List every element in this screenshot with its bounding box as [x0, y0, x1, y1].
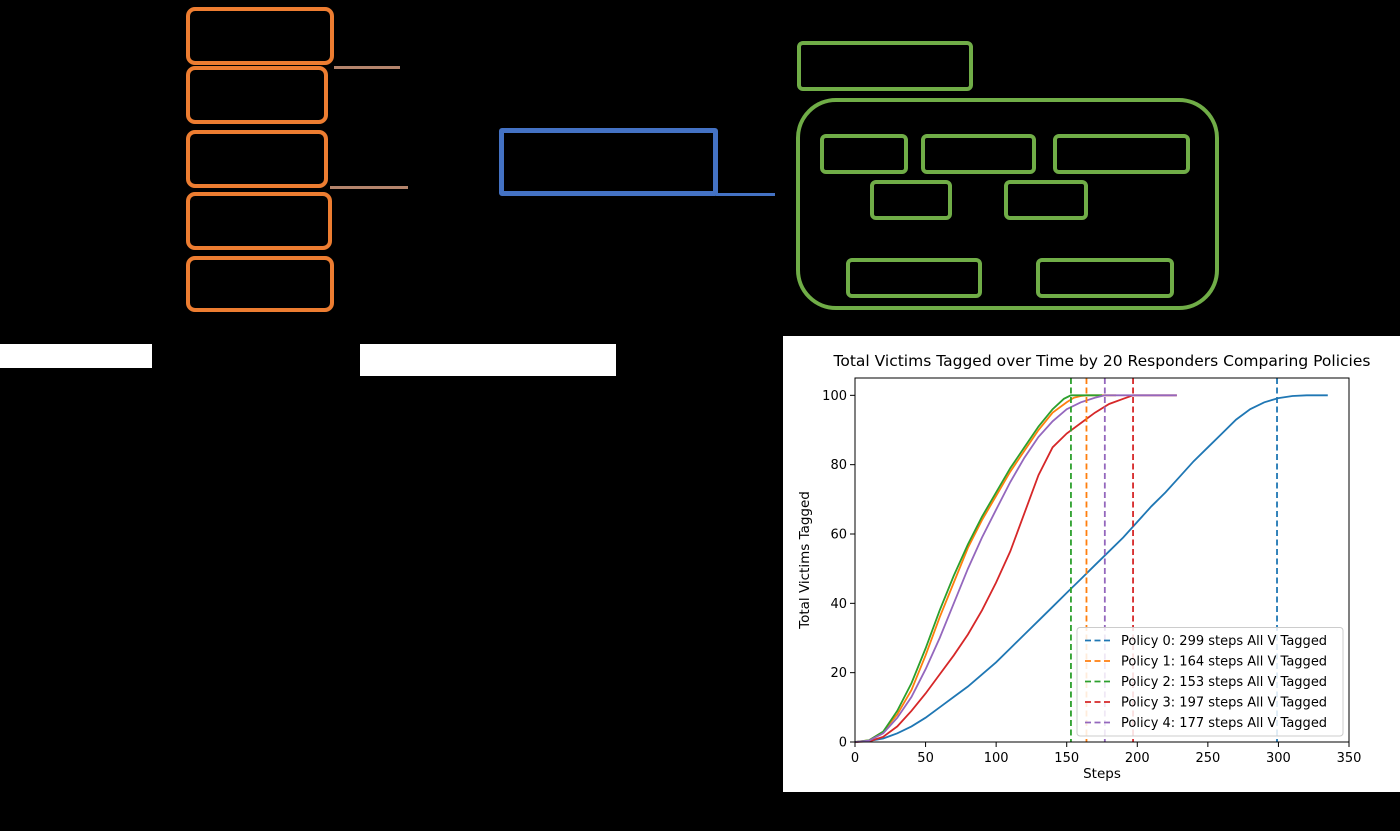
chart-svg: Total Victims Tagged over Time by 20 Res…	[797, 352, 1371, 782]
y-tick-label-2: 40	[830, 597, 847, 612]
x-tick-label-7: 350	[1337, 751, 1362, 766]
green-box-6	[846, 258, 982, 298]
series-line-2	[854, 394, 1102, 743]
green-label-box	[797, 41, 973, 91]
green-box-4	[870, 180, 952, 220]
x-axis-label: Steps	[1083, 766, 1121, 782]
plot-frame	[854, 377, 1350, 743]
x-tick-label-3: 150	[1054, 751, 1079, 766]
orange-box-3	[186, 130, 328, 188]
orange-box-5	[186, 256, 334, 312]
y-tick-label-3: 60	[830, 528, 847, 543]
green-box-7	[1036, 258, 1174, 298]
chart-title: Total Victims Tagged over Time by 20 Res…	[833, 352, 1371, 370]
x-tick-label-1: 50	[917, 751, 934, 766]
legend-entry-1: Policy 1: 164 steps All V Tagged	[1121, 655, 1327, 670]
y-axis-label: Total Victims Tagged	[797, 491, 813, 630]
legend-entry-0: Policy 0: 299 steps All V Tagged	[1121, 634, 1327, 649]
legend-entry-2: Policy 2: 153 steps All V Tagged	[1121, 675, 1327, 690]
connector-line-3	[716, 193, 775, 196]
legend: Policy 0: 299 steps All V Tagged Policy 1…	[1076, 627, 1344, 737]
y-tick-label-5: 100	[822, 389, 847, 404]
green-box-3	[1053, 134, 1190, 174]
green-box-2	[921, 134, 1036, 174]
x-tick-label-0: 0	[851, 751, 859, 766]
x-tick-label-5: 250	[1195, 751, 1220, 766]
chart-panel: Total Victims Tagged over Time by 20 Res…	[783, 336, 1400, 792]
white-bar-left	[0, 344, 152, 368]
white-bar-middle	[360, 344, 616, 376]
series-line-4	[854, 394, 1177, 743]
green-box-1	[820, 134, 908, 174]
connector-line-1	[334, 66, 400, 69]
series-line-3	[854, 394, 1177, 743]
green-box-5	[1004, 180, 1088, 220]
x-tick-label-6: 300	[1266, 751, 1291, 766]
orange-box-2	[186, 66, 328, 124]
series-line-1	[854, 394, 1117, 743]
y-tick-label-0: 0	[839, 736, 847, 751]
orange-box-1	[186, 7, 334, 65]
y-tick-label-4: 80	[830, 458, 847, 473]
blue-box	[499, 128, 718, 196]
x-tick-label-4: 200	[1125, 751, 1150, 766]
series-line-0	[854, 394, 1328, 743]
y-tick-label-1: 20	[830, 666, 847, 681]
legend-box	[1076, 627, 1344, 737]
legend-entry-4: Policy 4: 177 steps All V Tagged	[1121, 716, 1327, 731]
x-tick-label-2: 100	[984, 751, 1009, 766]
legend-entry-3: Policy 3: 197 steps All V Tagged	[1121, 696, 1327, 711]
green-container	[796, 98, 1219, 310]
connector-line-2	[330, 186, 408, 189]
orange-box-4	[186, 192, 332, 250]
